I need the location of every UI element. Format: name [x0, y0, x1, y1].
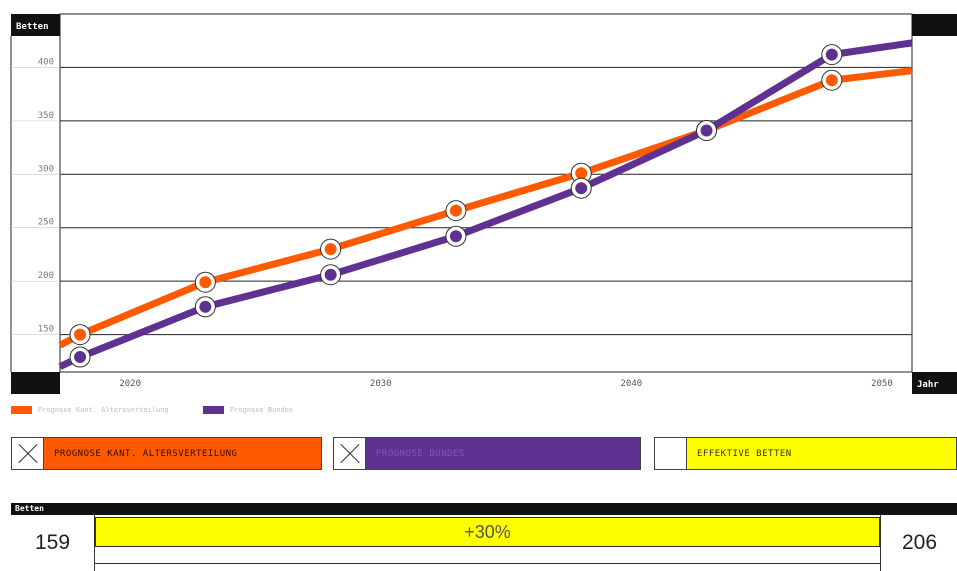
toggle-prognose-bundes[interactable]: PROGNOSE BUNDES [333, 437, 641, 470]
legend-swatch-orange [11, 406, 32, 414]
y-axis-label-block [11, 14, 60, 36]
divider [94, 515, 95, 571]
data-point-purple [324, 268, 337, 281]
checkbox-checked-icon[interactable] [334, 438, 366, 469]
start-value: 159 [11, 515, 94, 571]
y-tick-label: 300 [38, 164, 54, 174]
data-point-orange [74, 328, 87, 341]
data-point-purple [700, 124, 713, 137]
y-tick-label: 150 [38, 325, 54, 335]
data-point-orange [825, 74, 838, 87]
x-tick-label: 2020 [119, 379, 141, 389]
x-tick-label: 2050 [871, 379, 893, 389]
toggle-prognose-kant[interactable]: PROGNOSE KANT. ALTERSVERTEILUNG [11, 437, 322, 470]
toggle-label: PROGNOSE BUNDES [366, 438, 640, 469]
corner-block [11, 372, 60, 394]
data-point-orange [575, 167, 588, 180]
checkbox-checked-icon[interactable] [12, 438, 44, 469]
x-tick-label: 2040 [620, 379, 642, 389]
data-point-purple [825, 48, 838, 61]
bottom-axis-label: Betten [15, 504, 44, 513]
legend-item-purple: Prognose Bundes [203, 403, 293, 417]
data-point-purple [575, 182, 588, 195]
end-value: 206 [882, 515, 957, 571]
toggle-label: EFFEKTIVE BETTEN [687, 438, 956, 469]
y-axis-title: Betten [16, 22, 49, 32]
y-tick-label: 350 [38, 111, 54, 121]
arrow-line [95, 563, 880, 564]
bottom-header-bar: Betten [11, 503, 957, 515]
change-bar: +30% [95, 517, 880, 547]
toggle-label: PROGNOSE KANT. ALTERSVERTEILUNG [44, 438, 321, 469]
legend-swatch-purple [203, 406, 224, 414]
data-point-purple [74, 351, 87, 364]
y-tick-label: 400 [38, 57, 54, 67]
y-tick-label: 250 [38, 218, 54, 228]
data-point-orange [449, 204, 462, 217]
legend-item-orange: Prognose Kant. Altersverteilung [11, 403, 169, 417]
toggle-effektive-betten[interactable]: EFFEKTIVE BETTEN [654, 437, 957, 470]
data-point-purple [199, 300, 212, 313]
legend-label: Prognose Bundes [230, 406, 294, 414]
data-point-orange [324, 243, 337, 256]
data-point-orange [199, 276, 212, 289]
line-chart: 150 200 250 300 350 400 2020 2030 2040 2050 Betten… [10, 13, 957, 394]
x-axis-title: Jahr [917, 380, 939, 390]
checkbox-unchecked-icon[interactable] [655, 438, 687, 469]
data-point-purple [449, 230, 462, 243]
legend-label: Prognose Kant. Altersverteilung [38, 406, 169, 414]
x-tick-label: 2030 [370, 379, 392, 389]
y-tick-label: 200 [38, 271, 54, 281]
x-axis-label-block [912, 372, 957, 394]
corner-block [912, 14, 957, 36]
divider [880, 515, 881, 571]
